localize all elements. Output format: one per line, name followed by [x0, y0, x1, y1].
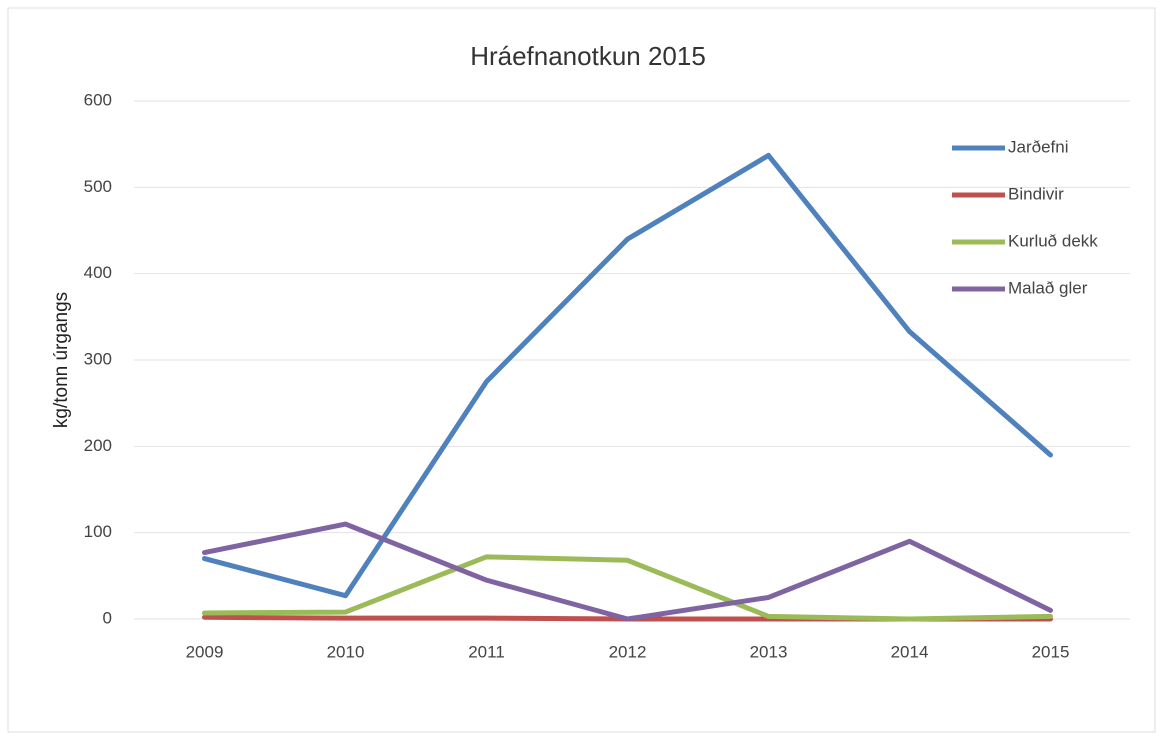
legend-label: Kurluð dekk	[1008, 231, 1098, 250]
x-tick-label: 2011	[468, 642, 505, 661]
chart-border	[7, 7, 1156, 733]
legend-label: Jarðefni	[1008, 137, 1068, 156]
x-tick-label: 2014	[891, 642, 929, 661]
x-tick-label: 2012	[609, 642, 647, 661]
y-tick-label: 0	[103, 608, 112, 627]
x-tick-label: 2009	[186, 642, 224, 661]
y-tick-label: 200	[84, 436, 112, 455]
x-tick-label: 2015	[1032, 642, 1070, 661]
legend-label: Malað gler	[1008, 278, 1088, 297]
y-tick-label: 600	[84, 90, 112, 109]
y-tick-label: 400	[84, 263, 112, 282]
series-line	[202, 554, 1053, 622]
x-tick-label: 2010	[327, 642, 365, 661]
y-tick-label: 100	[84, 522, 112, 541]
chart-title: Hráefnanotkun 2015	[470, 41, 706, 71]
x-tick-label: 2013	[750, 642, 788, 661]
series-line	[202, 521, 1053, 622]
legend-label: Bindivir	[1008, 184, 1064, 203]
y-axis-label: kg/tonn úrgangs	[51, 292, 72, 428]
series-line	[202, 152, 1053, 599]
y-tick-label: 300	[84, 349, 112, 368]
y-tick-label: 500	[84, 177, 112, 196]
